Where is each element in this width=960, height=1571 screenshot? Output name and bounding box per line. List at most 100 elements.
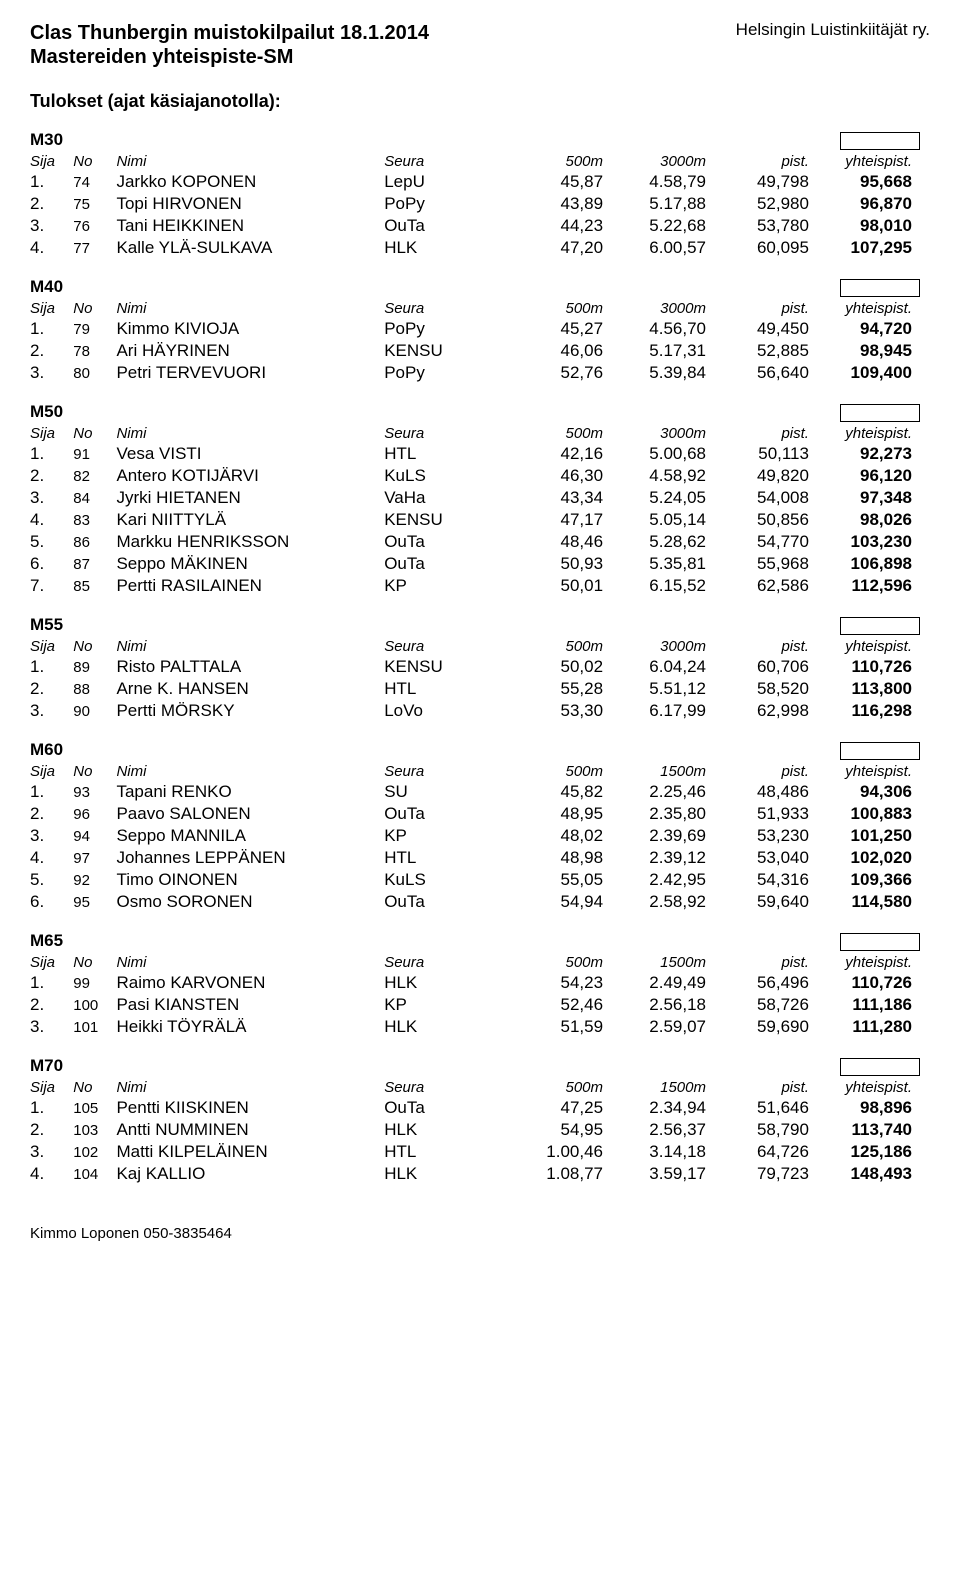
cell-v2: 5.17,88 — [621, 193, 724, 215]
category-block: M55SijaNoNimiSeura500m3000mpist.yhteispi… — [30, 615, 930, 722]
cell-v1: 1.00,46 — [518, 1141, 621, 1163]
table-row: 1.105Pentti KIISKINENOuTa47,252.34,9451,… — [30, 1097, 930, 1119]
cell-sija: 3. — [30, 1016, 73, 1038]
cell-seura: OuTa — [384, 803, 518, 825]
table-row: 3.102Matti KILPELÄINENHTL1.00,463.14,186… — [30, 1141, 930, 1163]
cell-nimi: Jarkko KOPONEN — [116, 171, 384, 193]
cell-no: 103 — [73, 1119, 116, 1141]
cell-yht: 113,740 — [827, 1119, 930, 1141]
cell-seura: KENSU — [384, 509, 518, 531]
cell-sija: 5. — [30, 869, 73, 891]
category-block: M40SijaNoNimiSeura500m3000mpist.yhteispi… — [30, 277, 930, 384]
cell-no: 104 — [73, 1163, 116, 1185]
cell-sija: 3. — [30, 487, 73, 509]
cell-v1: 43,34 — [518, 487, 621, 509]
cell-pist: 79,723 — [724, 1163, 827, 1185]
cell-yht: 107,295 — [827, 237, 930, 259]
table-row: 2.88Arne K. HANSENHTL55,285.51,1258,5201… — [30, 678, 930, 700]
table-row: 2.82Antero KOTIJÄRVIKuLS46,304.58,9249,8… — [30, 465, 930, 487]
cell-pist: 53,040 — [724, 847, 827, 869]
cell-no: 99 — [73, 972, 116, 994]
cell-v2: 2.59,07 — [621, 1016, 724, 1038]
cell-yht: 101,250 — [827, 825, 930, 847]
cell-sija: 3. — [30, 362, 73, 384]
cell-v1: 52,46 — [518, 994, 621, 1016]
cell-yht: 96,870 — [827, 193, 930, 215]
hdr-no: No — [73, 299, 116, 318]
cell-seura: KuLS — [384, 465, 518, 487]
cell-yht: 97,348 — [827, 487, 930, 509]
empty-box — [840, 404, 920, 422]
cell-v2: 2.39,69 — [621, 825, 724, 847]
hdr-pist: pist. — [724, 1078, 827, 1097]
cell-v1: 44,23 — [518, 215, 621, 237]
hdr-sija: Sija — [30, 424, 73, 443]
hdr-sija: Sija — [30, 762, 73, 781]
cell-nimi: Seppo MÄKINEN — [116, 553, 384, 575]
cell-nimi: Jyrki HIETANEN — [116, 487, 384, 509]
table-row: 4.83Kari NIITTYLÄKENSU47,175.05,1450,856… — [30, 509, 930, 531]
cell-no: 92 — [73, 869, 116, 891]
hdr-no: No — [73, 953, 116, 972]
title-line-2: Mastereiden yhteispiste-SM — [30, 46, 429, 69]
cell-v2: 5.35,81 — [621, 553, 724, 575]
hdr-d1: 500m — [518, 1078, 621, 1097]
hdr-sija: Sija — [30, 953, 73, 972]
hdr-no: No — [73, 1078, 116, 1097]
empty-box — [840, 1058, 920, 1076]
cell-nimi: Osmo SORONEN — [116, 891, 384, 913]
table-row: 7.85Pertti RASILAINENKP50,016.15,5262,58… — [30, 575, 930, 597]
table-row: 2.100Pasi KIANSTENKP52,462.56,1858,72611… — [30, 994, 930, 1016]
cell-v1: 46,06 — [518, 340, 621, 362]
cell-v1: 42,16 — [518, 443, 621, 465]
cell-sija: 7. — [30, 575, 73, 597]
table-row: 4.97Johannes LEPPÄNENHTL48,982.39,1253,0… — [30, 847, 930, 869]
cell-nimi: Tani HEIKKINEN — [116, 215, 384, 237]
cell-pist: 49,820 — [724, 465, 827, 487]
category-block: M30SijaNoNimiSeura500m3000mpist.yhteispi… — [30, 130, 930, 259]
cell-no: 79 — [73, 318, 116, 340]
cell-seura: PoPy — [384, 193, 518, 215]
category-block: M65SijaNoNimiSeura500m1500mpist.yhteispi… — [30, 931, 930, 1038]
cell-seura: OuTa — [384, 553, 518, 575]
cell-v2: 2.49,49 — [621, 972, 724, 994]
cell-pist: 60,095 — [724, 237, 827, 259]
cell-pist: 56,640 — [724, 362, 827, 384]
cell-sija: 1. — [30, 171, 73, 193]
cell-v2: 3.14,18 — [621, 1141, 724, 1163]
category-label: M40 — [30, 277, 930, 297]
results-table: SijaNoNimiSeura500m1500mpist.yhteispist.… — [30, 1078, 930, 1185]
cell-v1: 45,27 — [518, 318, 621, 340]
cell-nimi: Timo OINONEN — [116, 869, 384, 891]
cell-sija: 2. — [30, 465, 73, 487]
cell-pist: 58,520 — [724, 678, 827, 700]
cell-seura: HLK — [384, 1119, 518, 1141]
hdr-d2: 3000m — [621, 637, 724, 656]
hdr-d1: 500m — [518, 152, 621, 171]
cell-v2: 2.42,95 — [621, 869, 724, 891]
cell-seura: OuTa — [384, 891, 518, 913]
cell-pist: 54,316 — [724, 869, 827, 891]
cell-v1: 53,30 — [518, 700, 621, 722]
hdr-d1: 500m — [518, 762, 621, 781]
category-label: M70 — [30, 1056, 930, 1076]
hdr-no: No — [73, 152, 116, 171]
cell-yht: 98,026 — [827, 509, 930, 531]
cell-pist: 49,450 — [724, 318, 827, 340]
cell-pist: 53,780 — [724, 215, 827, 237]
cell-v2: 2.56,37 — [621, 1119, 724, 1141]
cell-yht: 96,120 — [827, 465, 930, 487]
cell-yht: 102,020 — [827, 847, 930, 869]
cell-no: 102 — [73, 1141, 116, 1163]
category-label: M50 — [30, 402, 930, 422]
cell-pist: 54,008 — [724, 487, 827, 509]
table-row: 6.95Osmo SORONENOuTa54,942.58,9259,64011… — [30, 891, 930, 913]
cell-sija: 4. — [30, 847, 73, 869]
cell-v2: 2.34,94 — [621, 1097, 724, 1119]
cell-yht: 98,945 — [827, 340, 930, 362]
hdr-d1: 500m — [518, 637, 621, 656]
cell-v2: 5.17,31 — [621, 340, 724, 362]
cell-seura: HLK — [384, 1163, 518, 1185]
cell-seura: HTL — [384, 847, 518, 869]
hdr-d2: 3000m — [621, 424, 724, 443]
